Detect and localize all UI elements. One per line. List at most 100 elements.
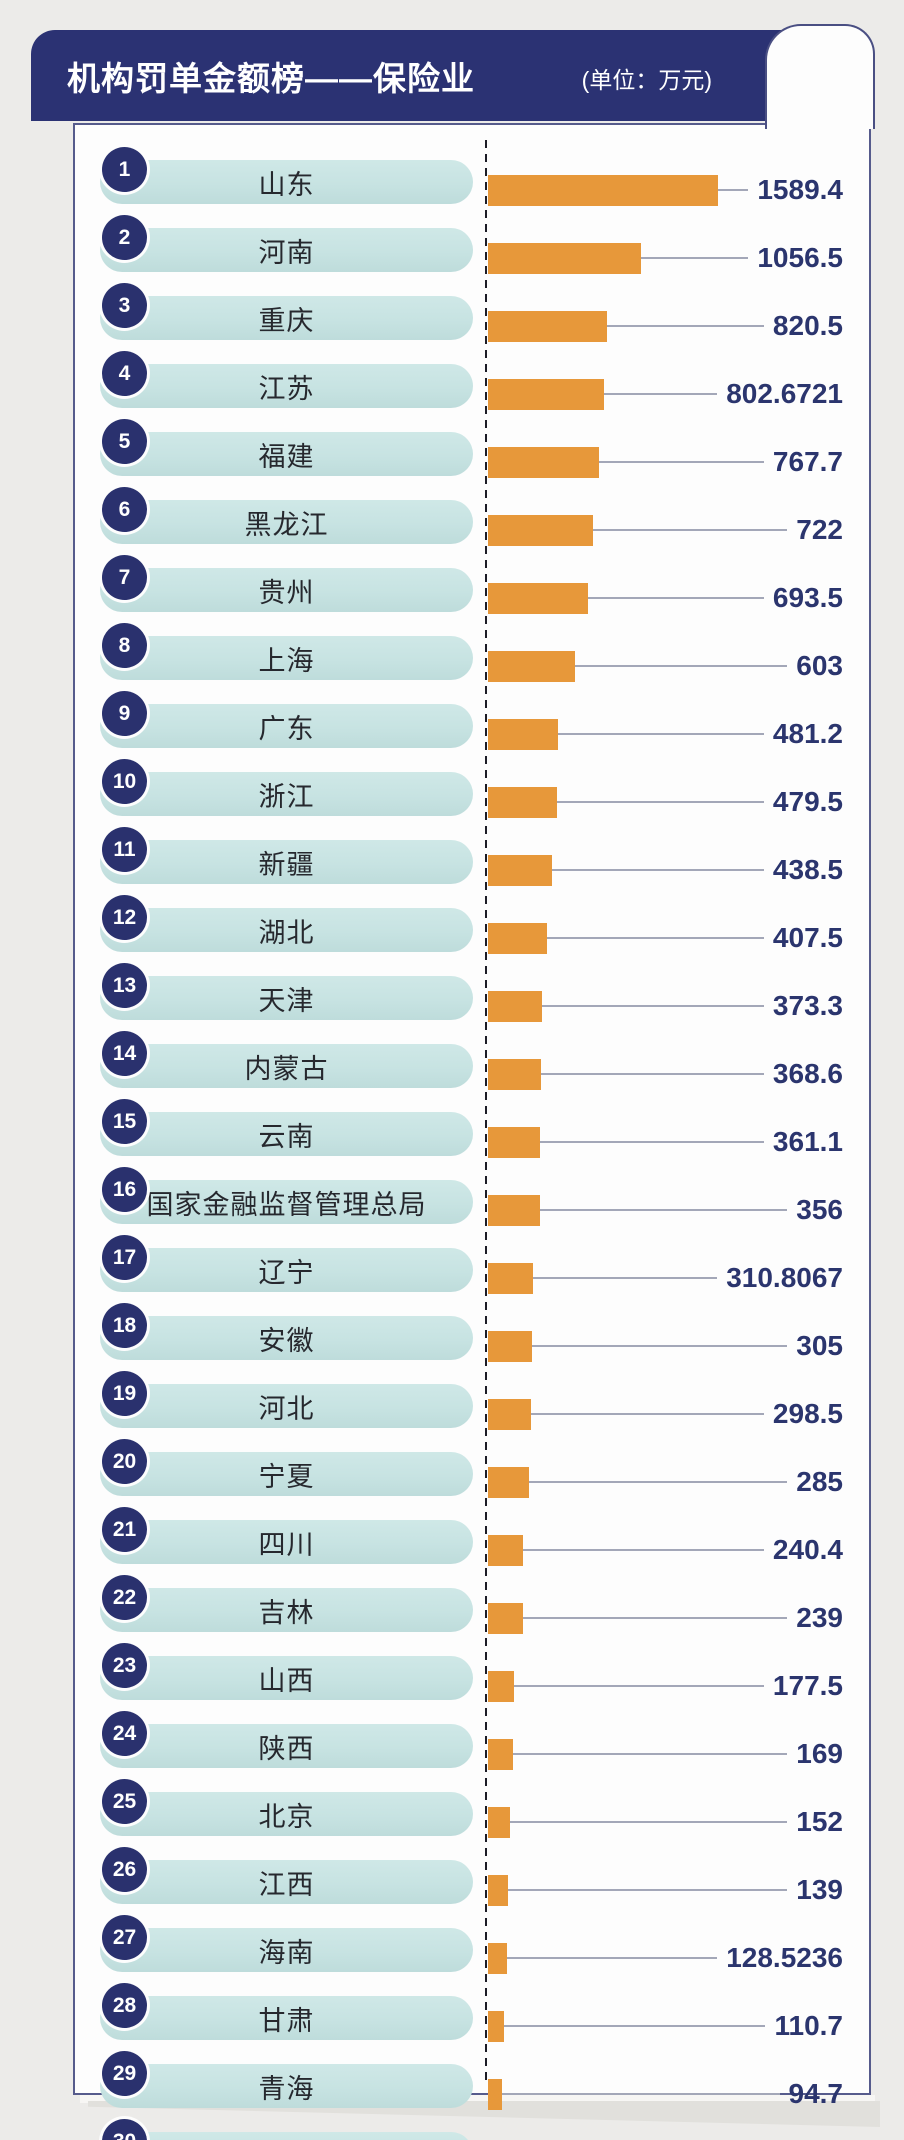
- rank-badge: 2: [102, 215, 147, 260]
- connector-line: [508, 1889, 788, 1891]
- value-bar: [488, 1602, 523, 1634]
- connector-line: [604, 393, 718, 395]
- ranking-row: 18 安徽 305: [75, 1303, 869, 1376]
- value-label: 767.7: [772, 446, 843, 477]
- region-pill: 11 新疆: [100, 827, 473, 884]
- rank-badge: 23: [102, 1643, 147, 1688]
- region-pill: 29 青海: [100, 2051, 473, 2108]
- rank-badge: 6: [102, 487, 147, 532]
- connector-line: [557, 801, 764, 803]
- connector-line: [506, 1957, 718, 1959]
- bar-zone: 87.7: [488, 2132, 843, 2140]
- bar-zone: 94.7: [488, 2064, 843, 2124]
- rank-badge: 17: [102, 1235, 147, 1280]
- value-bar: [488, 446, 600, 478]
- region-pill: 17 辽宁: [100, 1235, 473, 1292]
- region-pill: 14 内蒙古: [100, 1031, 473, 1088]
- region-pill: 8 上海: [100, 623, 473, 680]
- value-label: 802.6721: [726, 378, 843, 409]
- value-bar: [488, 1466, 530, 1498]
- value-bar: [488, 2078, 502, 2110]
- ranking-row: 28 甘肃 110.7: [75, 1983, 869, 2056]
- region-label: 北京: [258, 1801, 315, 1832]
- bar-zone: 128.5236: [488, 1928, 843, 1988]
- value-bar: [488, 990, 542, 1022]
- bar-zone: 285: [488, 1452, 843, 1512]
- value-bar: [488, 718, 558, 750]
- value-label: 1589.4: [757, 174, 843, 205]
- region-label: 江苏: [258, 373, 315, 404]
- region-label: 贵州: [258, 577, 315, 608]
- value-bar: [488, 174, 718, 206]
- header-ribbon: 机构罚单金额榜——保险业 (单位：万元): [31, 30, 790, 121]
- bar-zone: 722: [488, 500, 843, 560]
- value-label: 603: [796, 650, 843, 681]
- region-pill: 20 宁夏: [100, 1439, 473, 1496]
- region-pill: 19 河北: [100, 1371, 473, 1428]
- connector-line: [718, 189, 749, 191]
- bar-zone: 305: [488, 1316, 843, 1376]
- value-label: 820.5: [772, 310, 843, 341]
- region-pill: 2 河南: [100, 215, 473, 272]
- bar-zone: 169: [488, 1724, 843, 1784]
- value-bar: [488, 1194, 540, 1226]
- rank-badge: 16: [102, 1167, 147, 1212]
- bar-zone: 481.2: [488, 704, 843, 764]
- rank-badge: 5: [102, 419, 147, 464]
- bar-zone: 373.3: [488, 976, 843, 1036]
- bar-zone: 802.6721: [488, 364, 843, 424]
- value-label: 361.1: [772, 1126, 843, 1157]
- region-label: 四川: [258, 1529, 315, 1560]
- value-label: 479.5: [772, 786, 843, 817]
- region-label: 青海: [258, 2073, 315, 2104]
- region-pill: 7 贵州: [100, 555, 473, 612]
- value-bar: [488, 786, 558, 818]
- rank-badge: 27: [102, 1915, 147, 1960]
- region-label: 国家金融监督管理总局: [146, 1189, 427, 1220]
- ranking-row: 5 福建 767.7: [75, 419, 869, 492]
- rank-badge: 20: [102, 1439, 147, 1484]
- region-pill: 25 北京: [100, 1779, 473, 1836]
- value-label: 373.3: [772, 990, 843, 1021]
- ranking-row: 30 湖南 87.7: [75, 2119, 869, 2140]
- value-label: 438.5: [772, 854, 843, 885]
- bar-zone: 139: [488, 1860, 843, 1920]
- value-bar: [488, 1126, 541, 1158]
- rank-badge: 26: [102, 1847, 147, 1892]
- value-bar: [488, 1262, 533, 1294]
- ranking-row: 11 新疆 438.5: [75, 827, 869, 900]
- bar-zone: 310.8067: [488, 1248, 843, 1308]
- connector-line: [539, 1209, 788, 1211]
- bar-zone: 1056.5: [488, 228, 843, 288]
- ranking-row: 10 浙江 479.5: [75, 759, 869, 832]
- region-label: 浙江: [258, 781, 315, 812]
- value-label: 356: [796, 1194, 843, 1225]
- region-pill: 15 云南: [100, 1099, 473, 1156]
- region-label: 黑龙江: [244, 509, 329, 540]
- value-label: 240.4: [772, 1534, 843, 1565]
- rank-badge: 14: [102, 1031, 147, 1076]
- value-bar: [488, 1874, 509, 1906]
- rank-badge: 10: [102, 759, 147, 804]
- bar-zone: 110.7: [488, 1996, 843, 2056]
- rank-badge: 19: [102, 1371, 147, 1416]
- value-bar: [488, 242, 641, 274]
- connector-line: [522, 1549, 764, 1551]
- ranking-row: 19 河北 298.5: [75, 1371, 869, 1444]
- rank-badge: 1: [102, 147, 147, 192]
- region-label: 山东: [258, 169, 315, 200]
- value-bar: [488, 1806, 510, 1838]
- connector-line: [513, 1685, 764, 1687]
- value-label: 94.7: [788, 2078, 844, 2109]
- connector-line: [540, 1141, 764, 1143]
- region-pill: 9 广东: [100, 691, 473, 748]
- bar-zone: 361.1: [488, 1112, 843, 1172]
- connector-line: [575, 665, 788, 667]
- value-bar: [488, 1738, 513, 1770]
- connector-line: [551, 869, 764, 871]
- bar-zone: 693.5: [488, 568, 843, 628]
- ranking-row: 3 重庆 820.5: [75, 283, 869, 356]
- region-label: 河南: [258, 237, 315, 268]
- connector-line: [592, 529, 788, 531]
